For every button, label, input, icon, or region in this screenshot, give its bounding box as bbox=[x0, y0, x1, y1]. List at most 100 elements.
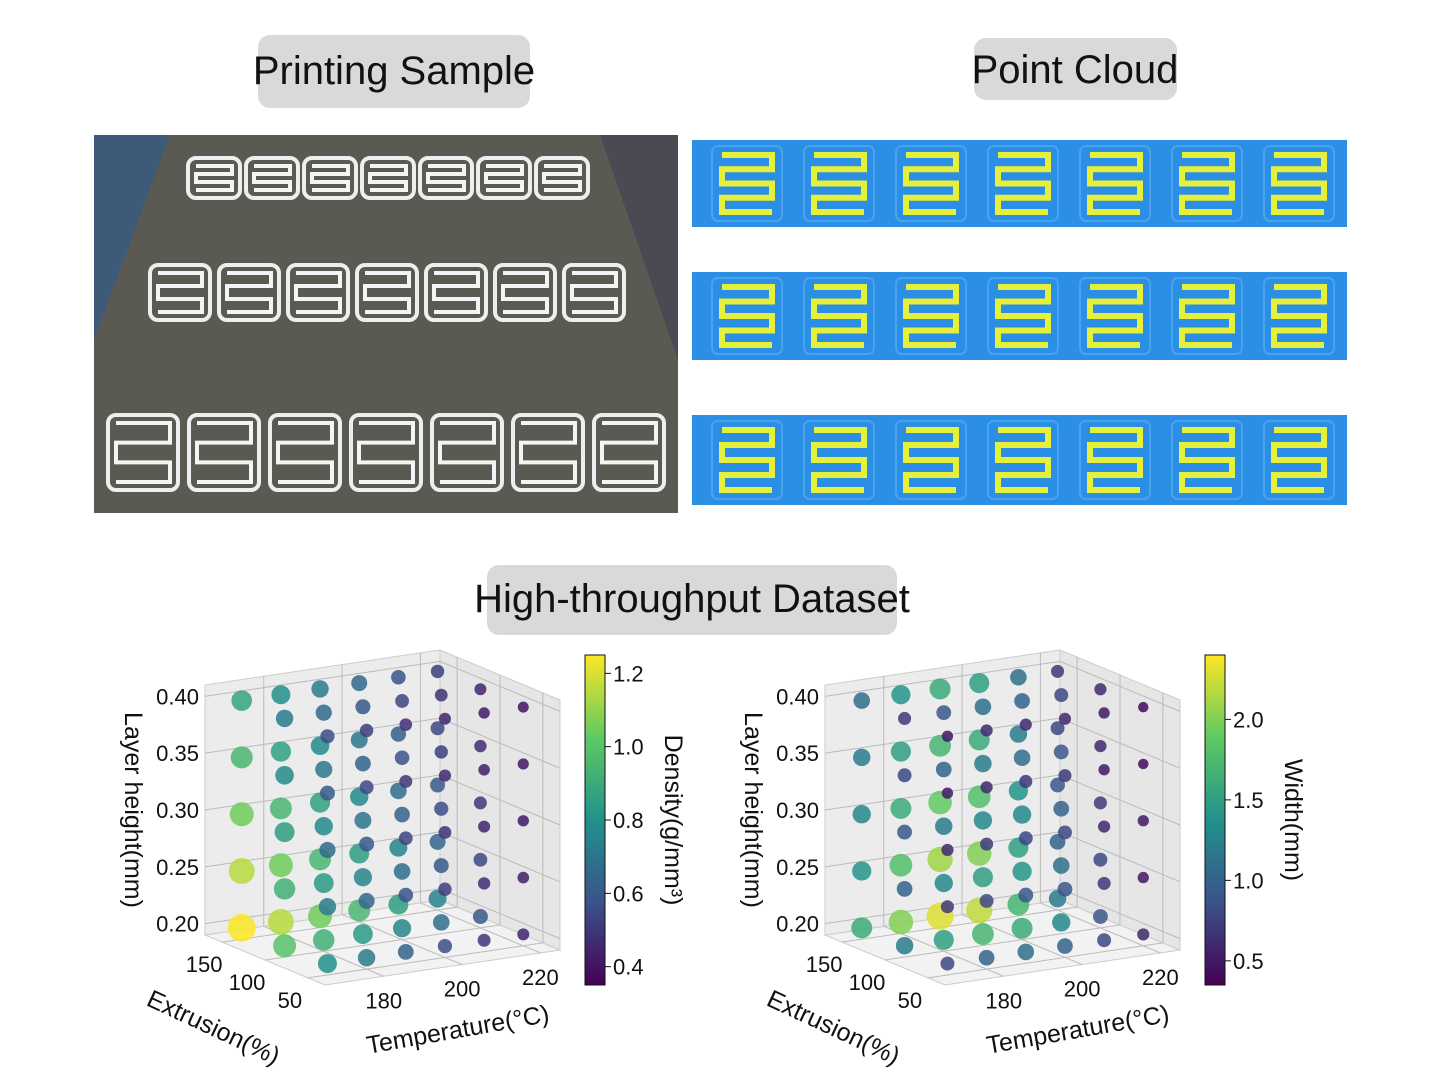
y-tick-label: 150 bbox=[186, 952, 223, 977]
printed-line bbox=[501, 271, 549, 314]
printed-sample bbox=[418, 156, 474, 200]
data-point bbox=[1058, 769, 1072, 783]
cloud-frame bbox=[987, 277, 1059, 355]
cloud-trace bbox=[1179, 152, 1235, 215]
data-point bbox=[437, 938, 453, 954]
z-tick-label: 0.25 bbox=[776, 855, 819, 880]
grid-line bbox=[307, 692, 544, 979]
data-point bbox=[354, 811, 372, 829]
grid-line bbox=[961, 664, 1083, 966]
data-point bbox=[1012, 861, 1032, 882]
data-point bbox=[1093, 852, 1108, 867]
data-point bbox=[230, 746, 253, 769]
colorbar-tick-label: 1.5 bbox=[1233, 788, 1264, 813]
cloud-trace bbox=[719, 152, 775, 215]
data-point bbox=[320, 729, 335, 744]
x-tick-label: 220 bbox=[522, 965, 559, 990]
printed-sample bbox=[476, 156, 532, 200]
data-point bbox=[517, 701, 529, 713]
data-point bbox=[1093, 796, 1107, 810]
cloud-frame bbox=[1263, 145, 1335, 222]
printed-sample bbox=[244, 156, 300, 200]
data-point bbox=[1138, 758, 1149, 770]
cloud-trace bbox=[811, 284, 867, 348]
printed-sample bbox=[592, 413, 666, 492]
data-point bbox=[477, 933, 491, 947]
data-point bbox=[395, 694, 409, 708]
cloud-frame bbox=[895, 145, 967, 222]
y-tick-label: 100 bbox=[849, 970, 886, 995]
x-tick-label: 220 bbox=[1142, 965, 1179, 990]
grid-line bbox=[263, 676, 384, 977]
data-point bbox=[517, 758, 529, 770]
grid-line bbox=[222, 657, 458, 943]
z-axis-label: Layer height(mm) bbox=[119, 712, 147, 908]
cloud-frame bbox=[1171, 145, 1243, 222]
data-point bbox=[392, 919, 412, 938]
cloud-trace bbox=[1087, 152, 1143, 215]
data-point bbox=[889, 853, 913, 877]
data-point bbox=[355, 699, 371, 715]
data-point bbox=[971, 923, 994, 945]
x-tick-label: 180 bbox=[985, 988, 1022, 1013]
data-point bbox=[355, 755, 371, 772]
data-point bbox=[1098, 820, 1111, 833]
data-point bbox=[319, 785, 335, 801]
data-point bbox=[1019, 774, 1033, 788]
data-point bbox=[274, 822, 295, 843]
data-point bbox=[1052, 857, 1070, 874]
point-cloud-images bbox=[692, 140, 1347, 505]
data-point bbox=[473, 796, 487, 810]
printed-sample bbox=[562, 263, 626, 322]
data-point bbox=[941, 843, 954, 857]
data-point bbox=[1097, 876, 1111, 890]
data-point bbox=[358, 892, 375, 909]
printed-sample bbox=[186, 156, 242, 200]
cloud-frame bbox=[711, 277, 783, 355]
data-point bbox=[890, 741, 911, 762]
cloud-trace bbox=[1179, 427, 1235, 493]
data-point bbox=[1058, 712, 1072, 725]
data-point bbox=[399, 774, 413, 788]
data-point bbox=[896, 881, 913, 897]
data-point bbox=[319, 841, 336, 859]
printed-line bbox=[114, 421, 172, 484]
printed-line bbox=[484, 164, 524, 192]
grid-line bbox=[927, 692, 1164, 979]
printed-line bbox=[276, 421, 334, 484]
data-point bbox=[1010, 668, 1027, 686]
data-point bbox=[1011, 917, 1033, 939]
data-point bbox=[1050, 721, 1065, 736]
cloud-frame bbox=[1079, 420, 1151, 500]
data-point bbox=[1018, 831, 1033, 846]
printed-line bbox=[570, 271, 618, 314]
cloud-frame bbox=[1263, 277, 1335, 355]
data-point bbox=[1093, 909, 1108, 924]
x-tick-label: 180 bbox=[365, 988, 402, 1013]
printed-sample bbox=[360, 156, 416, 200]
data-point bbox=[1137, 871, 1149, 884]
y-axis-label: Extrusion(%) bbox=[763, 985, 905, 1071]
data-point bbox=[897, 824, 912, 840]
y-tick-label: 50 bbox=[898, 988, 922, 1013]
data-point bbox=[933, 929, 954, 950]
data-point bbox=[474, 739, 487, 753]
z-tick-label: 0.40 bbox=[156, 684, 199, 709]
data-point bbox=[434, 688, 448, 702]
data-point bbox=[978, 949, 995, 966]
data-point bbox=[434, 801, 449, 816]
data-point bbox=[940, 900, 954, 914]
data-point bbox=[273, 934, 297, 958]
data-point bbox=[390, 726, 407, 742]
data-point bbox=[474, 683, 487, 696]
title-bg bbox=[487, 565, 897, 635]
data-point bbox=[398, 831, 413, 846]
data-point bbox=[313, 873, 334, 893]
data-point bbox=[974, 698, 992, 716]
cloud-trace bbox=[1087, 427, 1143, 493]
printed-sample bbox=[349, 413, 423, 492]
colorbar-tick-label: 0.6 bbox=[613, 881, 644, 906]
y-tick-label: 100 bbox=[229, 970, 266, 995]
printed-sample bbox=[187, 413, 261, 492]
